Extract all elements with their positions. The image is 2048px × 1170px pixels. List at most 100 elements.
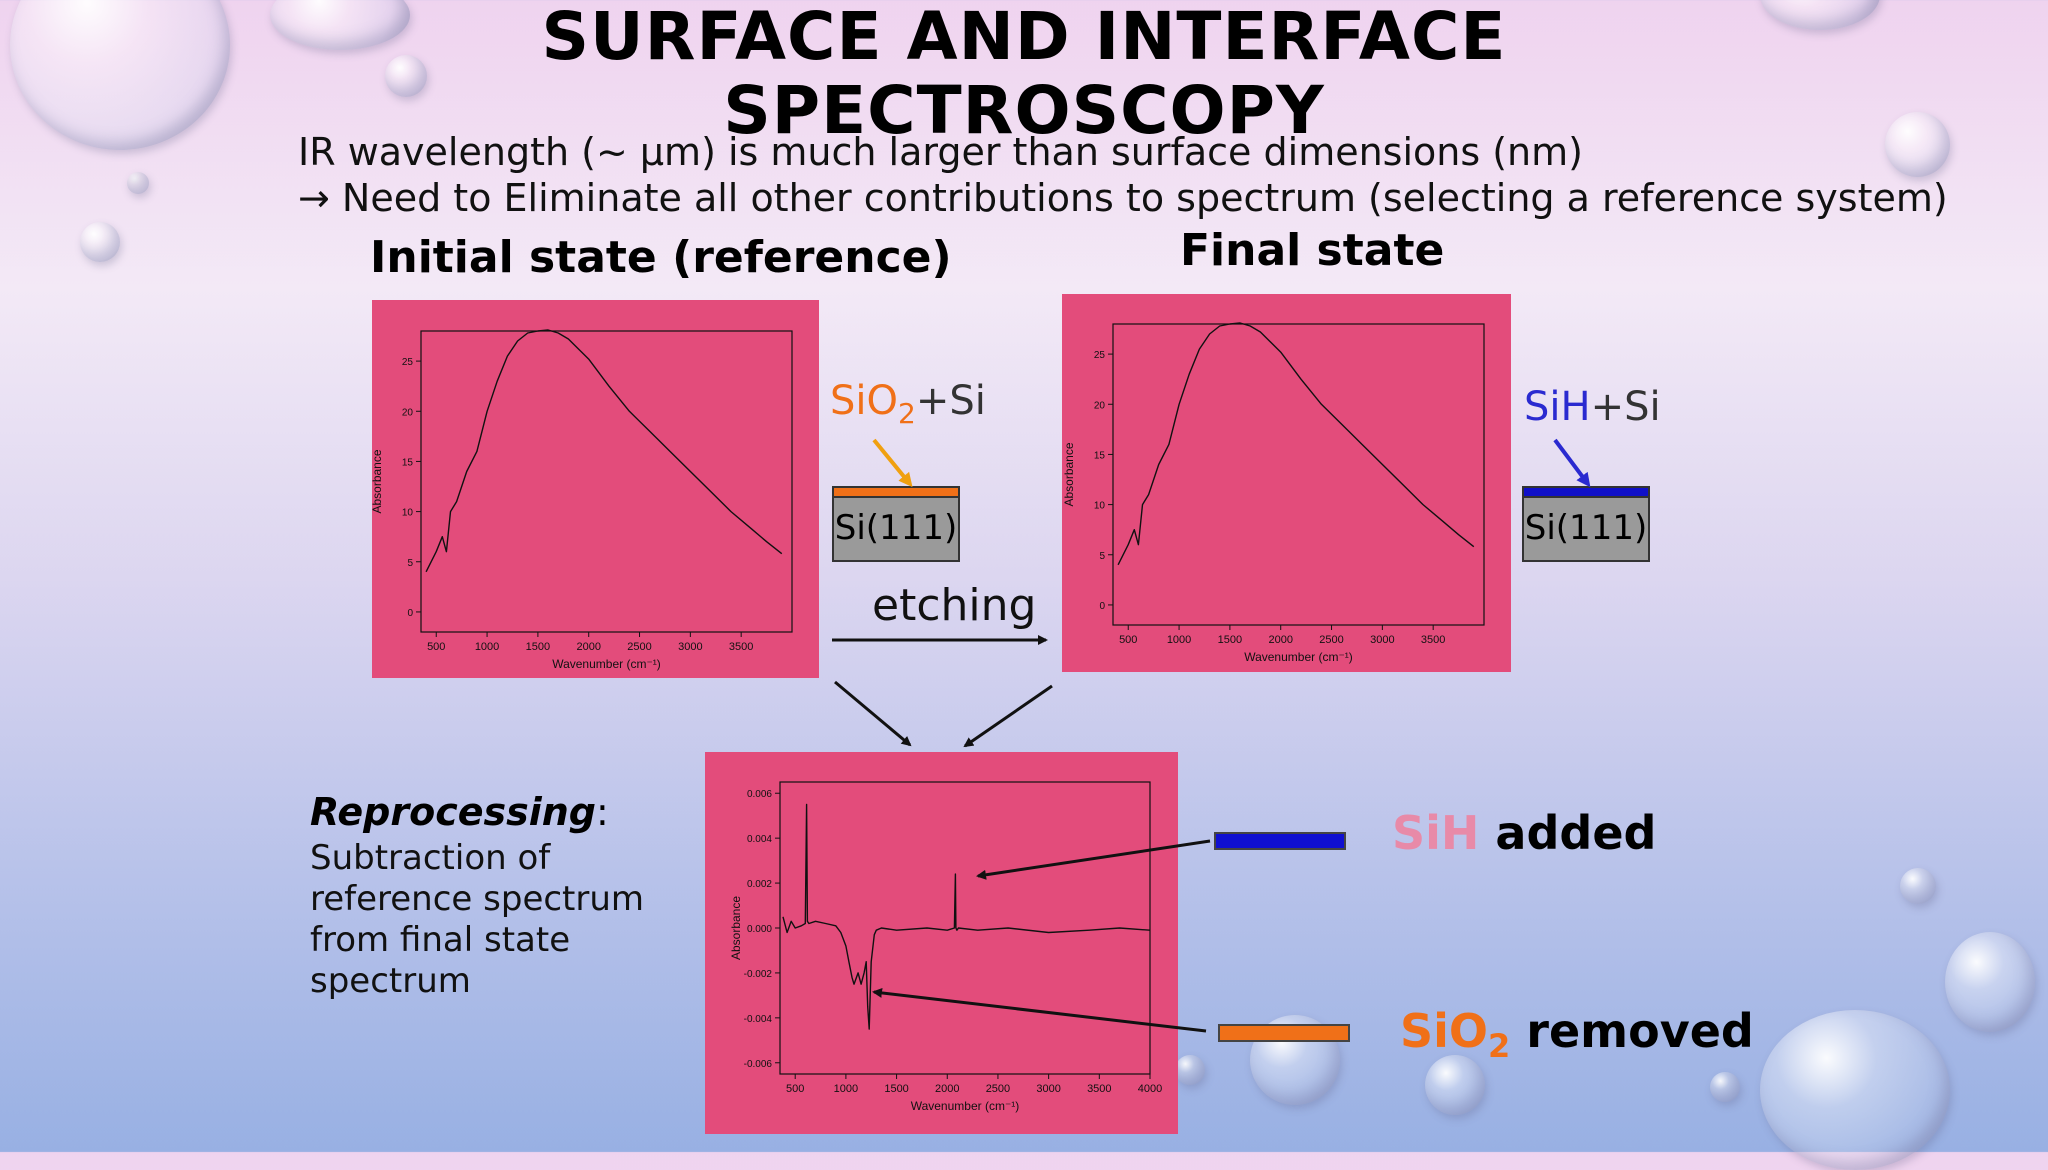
title-line-1: SURFACE AND INTERFACE (541, 0, 1507, 75)
y-tick-label: 0.006 (747, 789, 772, 800)
plot-frame (1112, 323, 1485, 626)
sio2-removed-label: SiO2 removed (1400, 1004, 1754, 1065)
water-drop (127, 172, 149, 194)
water-drop (1425, 1055, 1485, 1115)
water-drop (385, 55, 427, 97)
initial-state-heading: Initial state (reference) (370, 232, 952, 283)
x-tick-label: 3000 (678, 641, 702, 653)
sio2-layer (832, 486, 960, 498)
subtitle-line-2: → Need to Eliminate all other contributi… (298, 176, 1948, 220)
initial-sample-stack: Si(111) (832, 486, 960, 562)
difference-spectrum-chart: 500 1000 1500 2000 2500 3000 3500 4000 0.006 0.00… (729, 781, 1162, 1113)
x-tick-label: 3000 (1370, 634, 1394, 646)
x-tick-label: 2500 (627, 641, 651, 653)
reprocessing-line: from final state (310, 920, 571, 960)
final-state-heading: Final state (1180, 225, 1445, 276)
added-word: added (1479, 806, 1657, 860)
y-tick-label: 20 (402, 407, 414, 418)
y-tick-label: 5 (1099, 551, 1105, 562)
si-substrate-final: Si(111) (1522, 498, 1650, 562)
reprocessing-colon: : (596, 790, 609, 834)
sio2-word-subscript: 2 (1488, 1027, 1511, 1066)
x-tick-label: 3500 (729, 641, 753, 653)
right-to-difference-arrow (963, 684, 1053, 748)
sih-pointer-arrow (1553, 438, 1591, 488)
y-axis-label: Absorbance (1062, 442, 1076, 506)
subtitle-line-1: IR wavelength (~ μm) is much larger than… (298, 130, 1583, 174)
final-sample-label: SiH+Si (1524, 384, 1661, 430)
initial-spectrum-chart: 500 1000 1500 2000 2500 3000 3500 0 5 10 15 20 25 Wav… (370, 329, 793, 671)
sih-legend-swatch (1214, 832, 1346, 850)
y-axis-label: Absorbance (729, 896, 743, 960)
x-tick-label: 2000 (576, 641, 600, 653)
y-tick-label: 0 (407, 608, 413, 619)
water-drop (1760, 1010, 1950, 1170)
reprocessing-title: Reprocessing (310, 790, 597, 834)
water-drop (1175, 1055, 1205, 1085)
y-tick-label: 25 (1094, 350, 1106, 361)
si-substrate: Si(111) (832, 498, 960, 562)
y-tick-label: 20 (1094, 400, 1106, 411)
y-tick-label: 0 (1099, 601, 1105, 612)
x-axis-label: Wavenumber (cm⁻¹) (552, 657, 661, 671)
y-tick-label: 15 (402, 457, 414, 468)
x-tick-label: 1000 (1167, 634, 1191, 646)
sio2-subscript: 2 (898, 397, 916, 430)
y-tick-label: -0.006 (744, 1059, 773, 1070)
y-tick-label: 10 (402, 508, 414, 519)
initial-sample-label: SiO2+Si (830, 378, 986, 430)
initial-spectrum-panel: 500 1000 1500 2000 2500 3000 3500 0 5 10 15 20 25 Wav… (370, 300, 819, 678)
y-tick-label: -0.002 (744, 969, 773, 980)
x-tick-label: 4000 (1138, 1083, 1162, 1095)
y-tick-label: 10 (1094, 501, 1106, 512)
x-tick-label: 3500 (1087, 1083, 1111, 1095)
x-tick-label: 2500 (986, 1083, 1010, 1095)
y-tick-label: 0.002 (747, 879, 772, 890)
sih-peak-arrow (976, 839, 1211, 880)
etching-label: etching (872, 580, 1037, 631)
sio2-word: SiO (1400, 1004, 1489, 1058)
water-drop (1885, 112, 1950, 177)
final-spectrum-chart: 500 1000 1500 2000 2500 3000 3500 0 5 10 15 20 25 Wav… (1062, 322, 1485, 664)
sio2-pointer-arrow (872, 438, 913, 488)
y-axis-label: Absorbance (372, 449, 384, 513)
final-spectrum-panel: 500 1000 1500 2000 2500 3000 3500 0 5 10 15 20 25 Wav… (1062, 294, 1511, 672)
x-tick-label: 3500 (1421, 634, 1445, 646)
reprocessing-line: reference spectrum (310, 879, 645, 919)
water-drop (1710, 1072, 1740, 1102)
slide-title: SURFACE AND INTERFACE SPECTROSCOPY (0, 0, 2048, 148)
x-tick-label: 500 (1119, 634, 1137, 646)
x-tick-label: 1000 (475, 641, 499, 653)
x-tick-label: 500 (786, 1083, 804, 1095)
difference-spectrum-panel: 500 1000 1500 2000 2500 3000 3500 4000 0.006 0.00… (705, 752, 1178, 1134)
sih-added-label: SiH added (1392, 806, 1656, 860)
plus-si-label-final: +Si (1590, 384, 1661, 430)
water-drop (1945, 932, 2035, 1032)
x-tick-label: 500 (427, 641, 445, 653)
x-axis-label: Wavenumber (cm⁻¹) (1244, 650, 1353, 664)
x-tick-label: 1500 (526, 641, 550, 653)
plot-frame (420, 330, 793, 633)
x-tick-label: 2000 (935, 1083, 959, 1095)
y-tick-label: 0.004 (747, 834, 772, 845)
reprocessing-line: spectrum (310, 961, 471, 1001)
reprocessing-description: Subtraction of reference spectrum from f… (310, 838, 644, 1002)
final-sample-stack: Si(111) (1522, 486, 1650, 562)
series-line (425, 329, 783, 573)
x-tick-label: 2500 (1319, 634, 1343, 646)
sio2-legend-swatch (1218, 1024, 1350, 1042)
x-tick-label: 1500 (1218, 634, 1242, 646)
y-tick-label: 15 (1094, 450, 1106, 461)
water-drop (1900, 868, 1936, 904)
x-tick-label: 1500 (884, 1083, 908, 1095)
y-tick-label: 25 (402, 357, 414, 368)
title-line-2: SPECTROSCOPY (723, 72, 1325, 149)
x-tick-label: 1000 (834, 1083, 858, 1095)
plus-si-label: +Si (915, 378, 986, 424)
series-line (782, 803, 1151, 1030)
y-tick-label: -0.004 (744, 1014, 773, 1025)
sih-label: SiH (1524, 384, 1591, 430)
water-drop (80, 222, 120, 262)
x-tick-label: 2000 (1268, 634, 1292, 646)
